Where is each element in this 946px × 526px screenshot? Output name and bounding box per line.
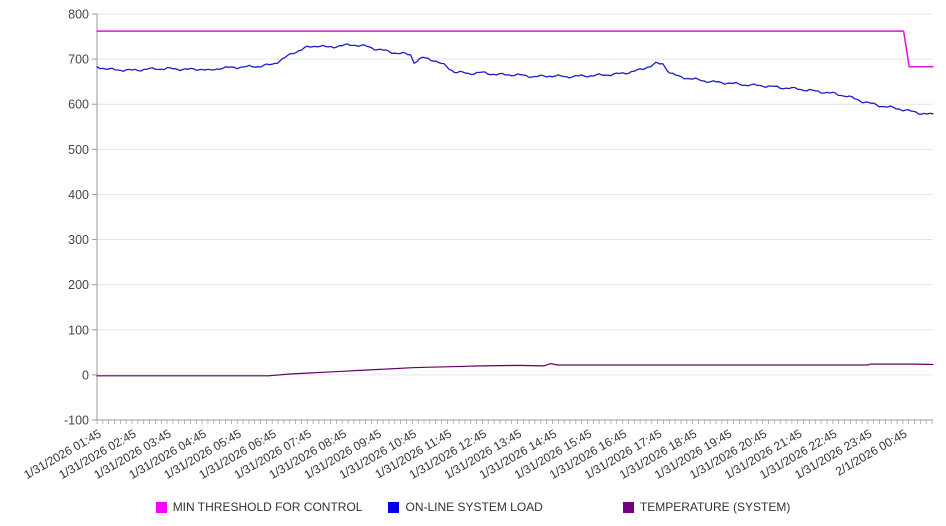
series-lines (96, 30, 934, 377)
x-axis-labels: 1/31/2026 01:451/31/2026 02:451/31/2026 … (21, 426, 909, 482)
chart-legend: MIN THRESHOLD FOR CONTROL ON-LINE SYSTEM… (0, 496, 946, 518)
temperature-swatch-icon (622, 501, 634, 513)
legend-label-temperature: TEMPERATURE (SYSTEM) (639, 500, 791, 514)
y-tick-label: 700 (68, 53, 89, 67)
legend-label-min-threshold: MIN THRESHOLD FOR CONTROL (172, 500, 363, 514)
legend-item-temperature: TEMPERATURE (SYSTEM) (622, 500, 791, 514)
series-line-min-threshold-for-control (96, 30, 934, 68)
y-tick-label: -100 (64, 414, 89, 428)
y-axis-labels: 800 700 600 500 400 300 200 100 0 -100 (64, 8, 89, 428)
y-tick-label: 800 (68, 8, 89, 22)
y-tick-label: 600 (68, 98, 89, 112)
gridlines (97, 13, 933, 376)
y-tick-label: 300 (68, 233, 89, 247)
y-tick-label: 0 (82, 368, 89, 382)
legend-item-system-load: ON-LINE SYSTEM LOAD (388, 500, 543, 514)
chart-plot-area: 1/31/2026 01:451/31/2026 02:451/31/2026 … (21, 8, 934, 482)
y-tick-label: 200 (68, 278, 89, 292)
legend-label-system-load: ON-LINE SYSTEM LOAD (405, 500, 543, 514)
y-tick-label: 500 (68, 143, 89, 157)
series-line-temperature-system- (96, 363, 934, 377)
legend-item-min-threshold: MIN THRESHOLD FOR CONTROL (155, 500, 363, 514)
axes (92, 13, 933, 424)
min-threshold-swatch-icon (155, 501, 167, 513)
series-line-on-line-system-load (96, 43, 934, 115)
y-tick-label: 100 (68, 323, 89, 337)
y-tick-label: 400 (68, 188, 89, 202)
system-load-swatch-icon (388, 501, 400, 513)
